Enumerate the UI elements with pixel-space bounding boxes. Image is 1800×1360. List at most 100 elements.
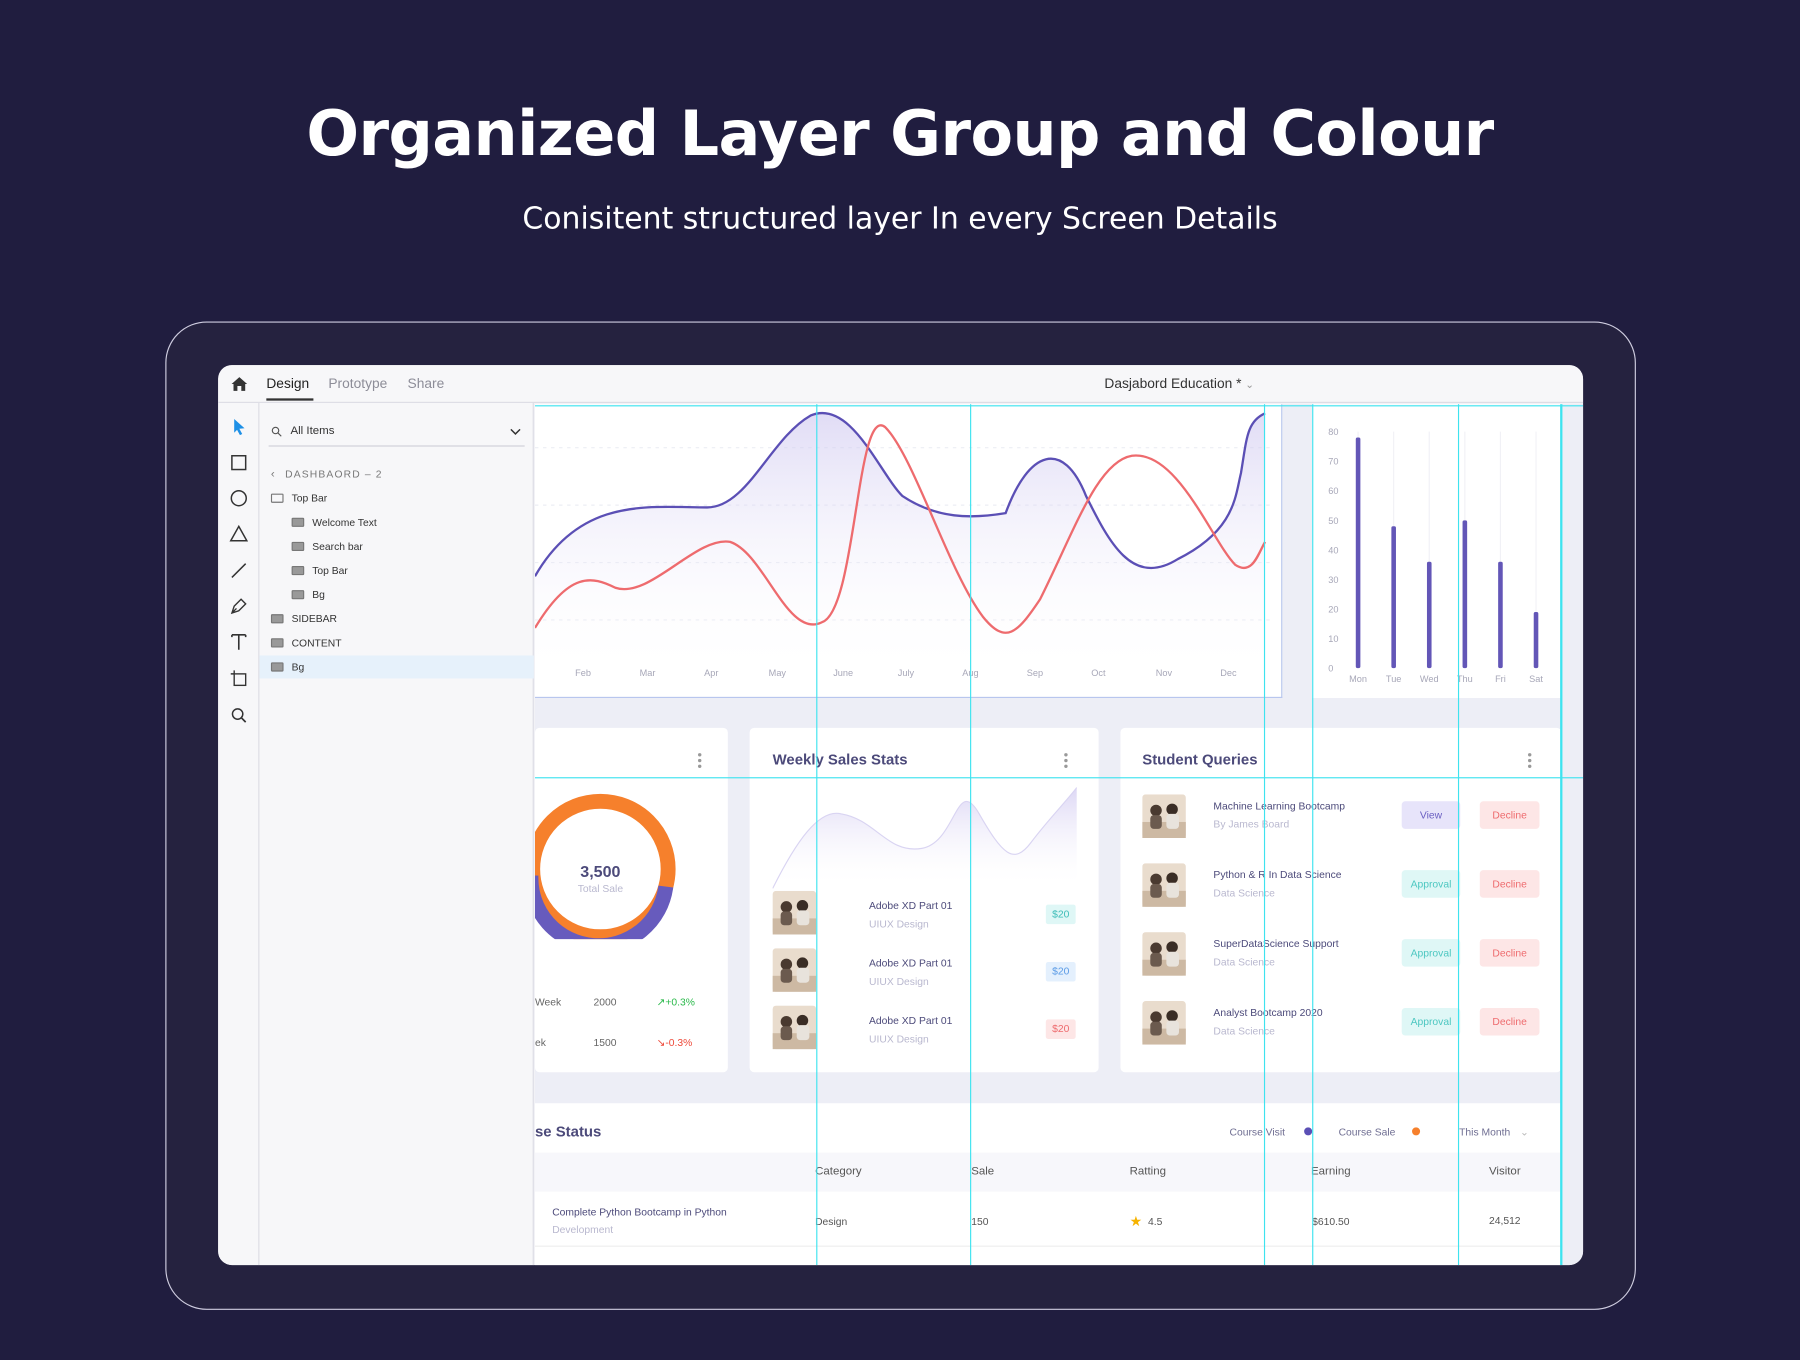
more-icon[interactable] (1064, 753, 1069, 769)
query-subtitle: Data Science (1213, 1025, 1275, 1037)
bar (1462, 520, 1468, 669)
document-title[interactable]: Dasjabord Education * ⌄ (1104, 375, 1254, 391)
month-label: Feb (575, 668, 591, 678)
query-subtitle: Data Science (1213, 956, 1275, 968)
folder-icon (291, 589, 305, 599)
layer-item[interactable]: Search bar (291, 535, 534, 558)
pen-tool-icon[interactable] (228, 596, 249, 617)
month-label: May (769, 668, 787, 678)
course-thumbnail (1142, 1001, 1186, 1045)
app-window: Design Prototype Share Dasjabord Educati… (218, 365, 1584, 1266)
text-tool-icon[interactable] (228, 631, 249, 652)
visitor-cell: 24,512 (1488, 1214, 1521, 1227)
tab-share[interactable]: Share (407, 375, 445, 392)
decline-button[interactable]: Decline (1479, 1007, 1540, 1036)
decline-button[interactable]: Decline (1479, 801, 1540, 829)
legend-dot (1412, 1127, 1421, 1136)
layer-item[interactable]: CONTENT (270, 631, 534, 654)
more-icon[interactable] (697, 753, 703, 769)
home-icon[interactable] (230, 374, 250, 394)
table-header: Category Sale Ratting Earning Visitor (534, 1152, 1562, 1192)
approval-button[interactable]: Approval (1401, 870, 1461, 898)
query-title: Analyst Bootcamp 2020 (1213, 1006, 1323, 1019)
trend-down-icon: ↘ (656, 1036, 666, 1049)
page-title: Organized Layer Group and Colour (306, 97, 1494, 170)
document-title-text: Dasjabord Education * (1104, 375, 1242, 392)
layer-item[interactable]: SIDEBAR (270, 607, 534, 630)
search-icon (271, 426, 282, 437)
course-thumbnail (772, 1005, 817, 1050)
card-title: Weekly Sales Stats (772, 750, 908, 769)
layers-breadcrumb[interactable]: ‹ DASHBAORD – 2 (271, 463, 383, 486)
select-tool-icon[interactable] (228, 417, 249, 438)
zoom-tool-icon[interactable] (228, 705, 249, 726)
legend-label: Course Sale (1338, 1126, 1396, 1138)
chevron-left-icon: ‹ (270, 468, 276, 482)
period-select[interactable]: This Month ⌄ (1459, 1126, 1529, 1139)
layer-item[interactable]: Top Bar (291, 559, 534, 582)
tab-design[interactable]: Design (266, 375, 315, 401)
sale-cell: 150 (971, 1215, 989, 1228)
column-header: Sale (971, 1165, 995, 1178)
design-canvas: FebMarAprMayJuneJulyAugSepOctNovDec 8070… (534, 404, 1584, 1266)
bar (1391, 526, 1396, 669)
price-badge: $20 (1045, 1019, 1076, 1039)
decline-button[interactable]: Decline (1479, 939, 1540, 967)
search-label: All Items (290, 424, 335, 438)
query-subtitle: By James Board (1213, 818, 1290, 831)
trend-up-icon: ↗ (656, 996, 666, 1008)
more-icon[interactable] (1527, 753, 1533, 769)
period-label: This Month (1459, 1126, 1511, 1138)
stat-label: ek (534, 1036, 546, 1049)
line-chart: FebMarAprMayJuneJulyAugSepOctNovDec (534, 412, 1270, 680)
layer-label: Bg (312, 588, 325, 601)
column-header: Category (815, 1165, 862, 1178)
course-thumbnail (772, 890, 817, 935)
ellipse-tool-icon[interactable] (228, 488, 249, 509)
x-tick-label: Fri (1495, 674, 1506, 684)
page-subtitle: Conisitent structured layer In every Scr… (522, 202, 1278, 237)
decline-button[interactable]: Decline (1479, 870, 1540, 898)
item-title: Adobe XD Part 01 (869, 900, 953, 912)
course-thumbnail (772, 948, 817, 992)
layers-search[interactable]: All Items (268, 419, 525, 447)
item-subtitle: UIUX Design (869, 975, 929, 988)
rectangle-tool-icon[interactable] (228, 452, 249, 473)
layer-label: Top Bar (312, 564, 348, 577)
line-tool-icon[interactable] (228, 560, 249, 581)
x-tick-label: Sat (1529, 674, 1543, 684)
month-label: July (898, 668, 915, 678)
month-label: Sep (1027, 668, 1043, 678)
donut-card: 3,500 Total Sale Week 2000 ↗+0.3% ek 150… (534, 727, 728, 1073)
folder-icon (270, 637, 284, 648)
layer-item-selected[interactable]: Bg (259, 655, 534, 679)
layer-item[interactable]: Welcome Text (291, 511, 534, 534)
course-thumbnail (1142, 863, 1186, 907)
y-tick-label: 60 (1328, 486, 1338, 496)
earning-cell: $610.50 (1312, 1215, 1350, 1228)
app-topbar: Design Prototype Share Dasjabord Educati… (218, 365, 1584, 403)
artboard-tool-icon[interactable] (228, 668, 249, 689)
layer-item[interactable]: Bg (291, 583, 534, 606)
item-title: Adobe XD Part 01 (869, 1014, 953, 1027)
view-button[interactable]: View (1401, 801, 1461, 829)
tab-prototype[interactable]: Prototype (328, 375, 388, 392)
triangle-tool-icon[interactable] (228, 523, 249, 544)
layers-panel: All Items ‹ DASHBAORD – 2 Top Bar Welcome… (259, 402, 534, 1266)
layer-label: Bg (291, 661, 305, 673)
month-label: Apr (704, 668, 718, 678)
y-tick-label: 80 (1328, 427, 1338, 437)
column-header: Visitor (1488, 1165, 1521, 1178)
bar-chart-card: 80 70 60 50 40 30 20 10 0 Mon Tue Wed Thu Fri Sat (1312, 404, 1562, 698)
layer-item[interactable]: Top Bar (270, 487, 534, 510)
query-title: SuperDataScience Support (1213, 937, 1339, 950)
y-tick-label: 30 (1328, 575, 1338, 585)
y-tick-label: 0 (1328, 664, 1333, 674)
approval-button[interactable]: Approval (1401, 1007, 1461, 1036)
approval-button[interactable]: Approval (1401, 939, 1461, 967)
stat-value: 1500 (593, 1036, 617, 1049)
column-header: Earning (1311, 1165, 1351, 1178)
bar (1498, 561, 1503, 669)
month-label: Mar (640, 668, 656, 678)
stat-change-text: +0.3% (665, 996, 695, 1008)
